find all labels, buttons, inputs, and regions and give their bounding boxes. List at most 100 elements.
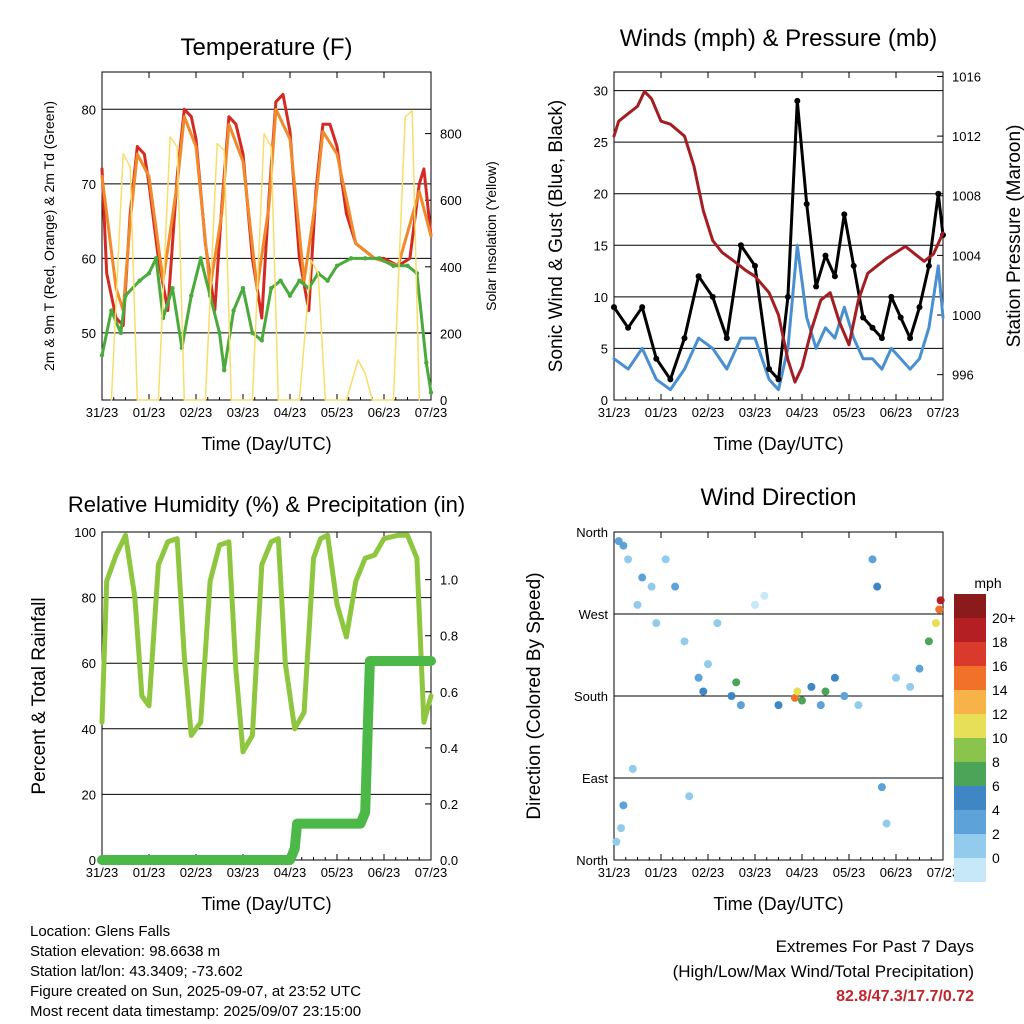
temperature-series-2m-td-point <box>99 353 105 358</box>
humidity-x-tick-label: 31/23 <box>86 865 119 880</box>
winds-series-gust-point <box>737 242 744 249</box>
extremes-title: Extremes For Past 7 Days <box>775 937 974 956</box>
winds-x-tick-label: 03/23 <box>739 405 772 420</box>
direction-point <box>732 678 741 687</box>
colorbar-label: 14 <box>992 682 1008 698</box>
direction-point <box>774 701 783 710</box>
temperature-x-tick-label: 06/23 <box>368 405 401 420</box>
direction-point <box>790 693 799 702</box>
temperature-series-2m-td-point <box>198 256 203 261</box>
temperature-series-2m-td-point <box>325 278 330 283</box>
temperature-y-tick-label: 60 <box>82 251 96 266</box>
temperature-x-tick-label: 02/23 <box>180 405 213 420</box>
colorbar-swatch <box>954 786 986 810</box>
direction-x-tick-label: 01/23 <box>645 865 678 880</box>
direction-point <box>680 637 689 646</box>
recent-timestamp: Most recent data timestamp: 2025/09/07 2… <box>30 1003 362 1020</box>
direction-point <box>873 582 882 591</box>
temperature-series-2m-td-point <box>424 360 429 365</box>
direction-point <box>935 605 944 614</box>
winds-series-gust-point <box>916 304 923 311</box>
direction-point <box>727 692 736 700</box>
colorbar-swatch <box>954 690 986 714</box>
humidity-x-tick-label: 07/23 <box>415 865 448 880</box>
direction-title: Wind Direction <box>700 484 856 511</box>
winds-series-gust-point <box>803 201 810 208</box>
humidity-y2-tick-label: 0.8 <box>440 629 458 644</box>
winds-series-gust-point <box>813 283 820 290</box>
temperature-series-2m-td-point <box>109 308 114 313</box>
humidity-x-tick-label: 03/23 <box>227 865 260 880</box>
extremes-legend: (High/Low/Max Wind/Total Precipitation) <box>672 962 974 981</box>
colorbar-label: 16 <box>992 658 1008 674</box>
winds-x-tick-label: 04/23 <box>786 405 819 420</box>
temperature-y-tick-label: 70 <box>82 177 96 192</box>
humidity-y-tick-label: 40 <box>82 722 96 737</box>
winds-x-tick-label: 31/23 <box>598 405 631 420</box>
colorbar-swatch <box>954 858 986 882</box>
direction-x-axis-label: Time (Day/UTC) <box>713 894 843 914</box>
temperature-series-2m-td <box>100 256 433 394</box>
winds-series-station-pressure <box>612 89 945 384</box>
colorbar-label: 2 <box>992 826 1000 842</box>
colorbar-label: 4 <box>992 802 1000 818</box>
winds-series-gust-point <box>935 190 942 197</box>
direction-point <box>619 541 628 550</box>
temperature-x-axis-label: Time (Day/UTC) <box>201 434 331 454</box>
direction-y-tick-label: South <box>574 689 608 704</box>
station-latlon: Station lat/lon: 43.3409; -73.602 <box>30 963 243 980</box>
station-location: Location: Glens Falls <box>30 923 171 940</box>
humidity-y-tick-label: 100 <box>74 525 96 540</box>
temperature-y-tick-label: 80 <box>82 102 96 117</box>
extremes-box: Extremes For Past 7 Days (High/Low/Max W… <box>673 934 974 1009</box>
colorbar-swatch <box>954 834 986 858</box>
temperature-series-2m-td-point <box>222 367 227 373</box>
direction-point <box>906 682 915 691</box>
colorbar-label: 18 <box>992 634 1008 650</box>
colorbar-label: 10 <box>992 730 1008 746</box>
winds-x-tick-label: 02/23 <box>692 405 725 420</box>
temperature-y2-tick-label: 400 <box>440 260 462 275</box>
winds-x-tick-label: 05/23 <box>833 405 866 420</box>
direction-point <box>638 573 647 582</box>
winds-series-gust-point <box>709 293 716 300</box>
temperature-y2-tick-label: 600 <box>440 193 462 208</box>
direction-point <box>671 582 680 591</box>
winds-series-gust-point <box>681 335 688 342</box>
winds-series-gust-point <box>822 252 829 259</box>
colorbar-label: 20+ <box>992 610 1016 626</box>
temperature-series-2m-td-point <box>363 256 368 261</box>
station-elevation: Station elevation: 98.6638 m <box>30 943 221 960</box>
direction-point <box>704 660 712 669</box>
direction-x-tick-label: 02/23 <box>692 865 725 880</box>
temperature-x-tick-label: 05/23 <box>321 405 354 420</box>
temperature-series-2m-td-point <box>259 338 264 343</box>
direction-point <box>624 555 633 564</box>
winds-series-gust-point <box>831 273 838 280</box>
humidity-y-axis-label: Percent & Total Rainfall <box>29 597 50 794</box>
temperature-series-2m-td-point <box>391 263 396 269</box>
direction-point <box>868 555 877 564</box>
temperature-series-2m-td-point <box>146 271 152 276</box>
temperature-y2-tick-label: 200 <box>440 326 462 341</box>
temperature-title: Temperature (F) <box>180 34 352 61</box>
direction-point <box>931 619 940 628</box>
winds-title: Winds (mph) & Pressure (mb) <box>620 25 937 52</box>
humidity-x-tick-label: 04/23 <box>274 865 307 880</box>
winds-y2-tick-label: 1016 <box>952 69 981 84</box>
direction-point <box>647 582 656 591</box>
humidity-y-tick-label: 20 <box>82 787 96 802</box>
direction-point <box>652 619 661 628</box>
direction-point <box>628 764 637 773</box>
temperature-series-2m-td-point <box>287 293 293 298</box>
temperature-x-tick-label: 07/23 <box>415 405 448 420</box>
colorbar-label: 12 <box>992 706 1008 722</box>
temperature-series-2m-td-point <box>377 256 382 261</box>
direction-point <box>807 682 816 691</box>
humidity-y2-tick-label: 0.4 <box>440 741 458 756</box>
temperature-series-2m-td-point <box>428 390 434 395</box>
colorbar-swatch <box>954 738 986 762</box>
temperature-x-tick-label: 03/23 <box>227 405 260 420</box>
direction-point <box>736 701 745 710</box>
direction-x-tick-label: 07/23 <box>927 865 960 880</box>
